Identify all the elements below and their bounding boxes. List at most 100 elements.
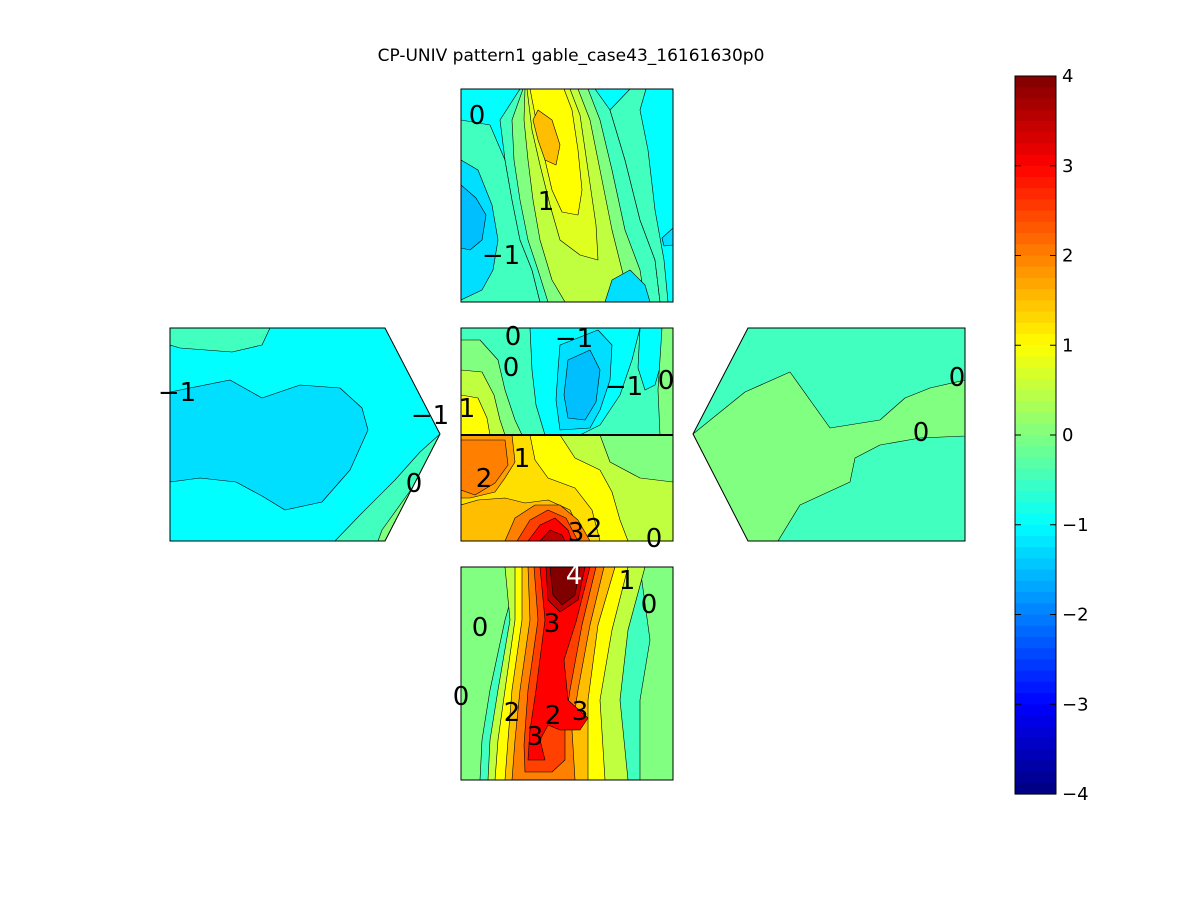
colorbar-band: [1015, 502, 1056, 515]
panel-roof: 0 −1 0 −1 0 1 1 2 3 2 0: [459, 322, 675, 554]
contour-label: 0: [949, 363, 966, 393]
colorbar-tick-label: −2: [1062, 605, 1089, 626]
colorbar-band: [1015, 345, 1056, 358]
contour-label: 1: [459, 394, 476, 424]
contour-band: [639, 567, 673, 780]
colorbar-band: [1015, 726, 1056, 739]
contour-band: [461, 439, 509, 496]
colorbar-band: [1015, 390, 1056, 402]
contour-label: 0: [453, 682, 470, 712]
colorbar-band: [1015, 749, 1056, 761]
contour-label: −1: [555, 324, 593, 354]
colorbar-band: [1015, 580, 1056, 593]
contour-label: −1: [411, 401, 449, 431]
contour-band: [549, 567, 581, 606]
colorbar-band: [1015, 771, 1056, 784]
colorbar-band: [1015, 513, 1056, 526]
colorbar-band: [1015, 87, 1056, 100]
colorbar-band: [1015, 322, 1056, 335]
contour-label: 2: [504, 698, 521, 728]
colorbar-band: [1015, 334, 1056, 346]
panel-left-gable-face: −1 −1 0: [158, 327, 449, 542]
colorbar-band: [1015, 109, 1056, 122]
colorbar-band: [1015, 210, 1056, 223]
colorbar-band: [1015, 648, 1056, 660]
contour-labels-right: 0 0: [913, 363, 966, 448]
colorbar-band: [1015, 558, 1056, 571]
contour-label: 0: [658, 366, 675, 396]
colorbar-band: [1015, 143, 1056, 156]
colorbar-band: [1015, 681, 1056, 694]
colorbar-tick-label: 2: [1062, 246, 1073, 267]
contour-label: 1: [619, 566, 636, 596]
panel-right-gable-face: 0 0: [692, 327, 966, 542]
colorbar-band: [1015, 569, 1056, 582]
contour-labels-roof: 0 −1 0 −1 0 1 1 2 3 2 0: [459, 322, 675, 554]
contour-label: 4: [566, 561, 583, 591]
colorbar-band: [1015, 255, 1056, 268]
colorbar-band: [1015, 311, 1056, 324]
colorbar-band: [1015, 524, 1056, 537]
contour-band: [637, 328, 663, 391]
colorbar: 4 3 2 1 0 −1 −2 −3 −4: [1014, 66, 1089, 805]
colorbar-band: [1015, 98, 1056, 111]
contour-band: [604, 269, 651, 302]
contour-labels-top: 0 1 −1: [469, 101, 555, 271]
colorbar-band: [1015, 491, 1056, 503]
colorbar-band: [1015, 614, 1056, 627]
colorbar-band: [1015, 188, 1056, 201]
colorbar-band: [1015, 244, 1056, 257]
colorbar-ticks: 4 3 2 1 0 −1 −2 −3 −4: [1015, 66, 1089, 805]
contour-labels-bottom: 4 1 0 0 3 0 2 2 3 3: [453, 561, 658, 752]
contour-label: 3: [572, 697, 589, 727]
colorbar-band: [1015, 378, 1056, 391]
colorbar-band: [1015, 782, 1056, 795]
contour-band: [563, 349, 601, 421]
contour-label: −1: [605, 372, 643, 402]
contour-band: [532, 109, 561, 166]
colorbar-band: [1015, 435, 1056, 447]
colorbar-band: [1015, 704, 1056, 717]
colorbar-band: [1015, 715, 1056, 728]
colorbar-band: [1015, 300, 1056, 313]
contour-label: 3: [544, 609, 561, 639]
colorbar-band: [1015, 401, 1056, 414]
colorbar-tick-label: 4: [1062, 66, 1073, 87]
contour-label: 3: [568, 518, 585, 548]
contour-label: −1: [482, 241, 520, 271]
contour-label: −1: [158, 378, 196, 408]
colorbar-band: [1015, 199, 1056, 212]
colorbar-band: [1015, 535, 1056, 548]
contour-label: 0: [469, 101, 486, 131]
colorbar-band: [1015, 277, 1056, 290]
contour-label: 0: [505, 322, 522, 352]
colorbar-band: [1015, 367, 1056, 380]
contour-label: 0: [913, 418, 930, 448]
colorbar-tick-label: 3: [1062, 156, 1073, 177]
contour-band: [461, 394, 491, 436]
colorbar-tick-label: −4: [1062, 784, 1089, 805]
contour-label: 2: [545, 701, 562, 731]
contour-label: 2: [476, 464, 493, 494]
colorbar-band: [1015, 603, 1056, 616]
contour-band: [661, 227, 673, 247]
colorbar-tick-label: 1: [1062, 335, 1073, 356]
colorbar-band: [1015, 423, 1056, 436]
contour-labels-left: −1 −1 0: [158, 378, 449, 499]
contour-label: 0: [641, 590, 658, 620]
contour-band: [527, 567, 591, 761]
contour-label: 0: [646, 524, 663, 554]
contour-label: 3: [527, 722, 544, 752]
colorbar-band: [1015, 289, 1056, 301]
contour-band: [170, 328, 271, 353]
contour-label: 1: [514, 444, 531, 474]
colorbar-band: [1015, 446, 1056, 459]
contour-band: [639, 89, 673, 302]
colorbar-band: [1015, 693, 1056, 705]
colorbar-band: [1015, 154, 1056, 167]
contour-label: 1: [538, 187, 555, 217]
colorbar-band: [1015, 659, 1056, 672]
colorbar-band: [1015, 233, 1056, 245]
colorbar-band: [1015, 266, 1056, 279]
